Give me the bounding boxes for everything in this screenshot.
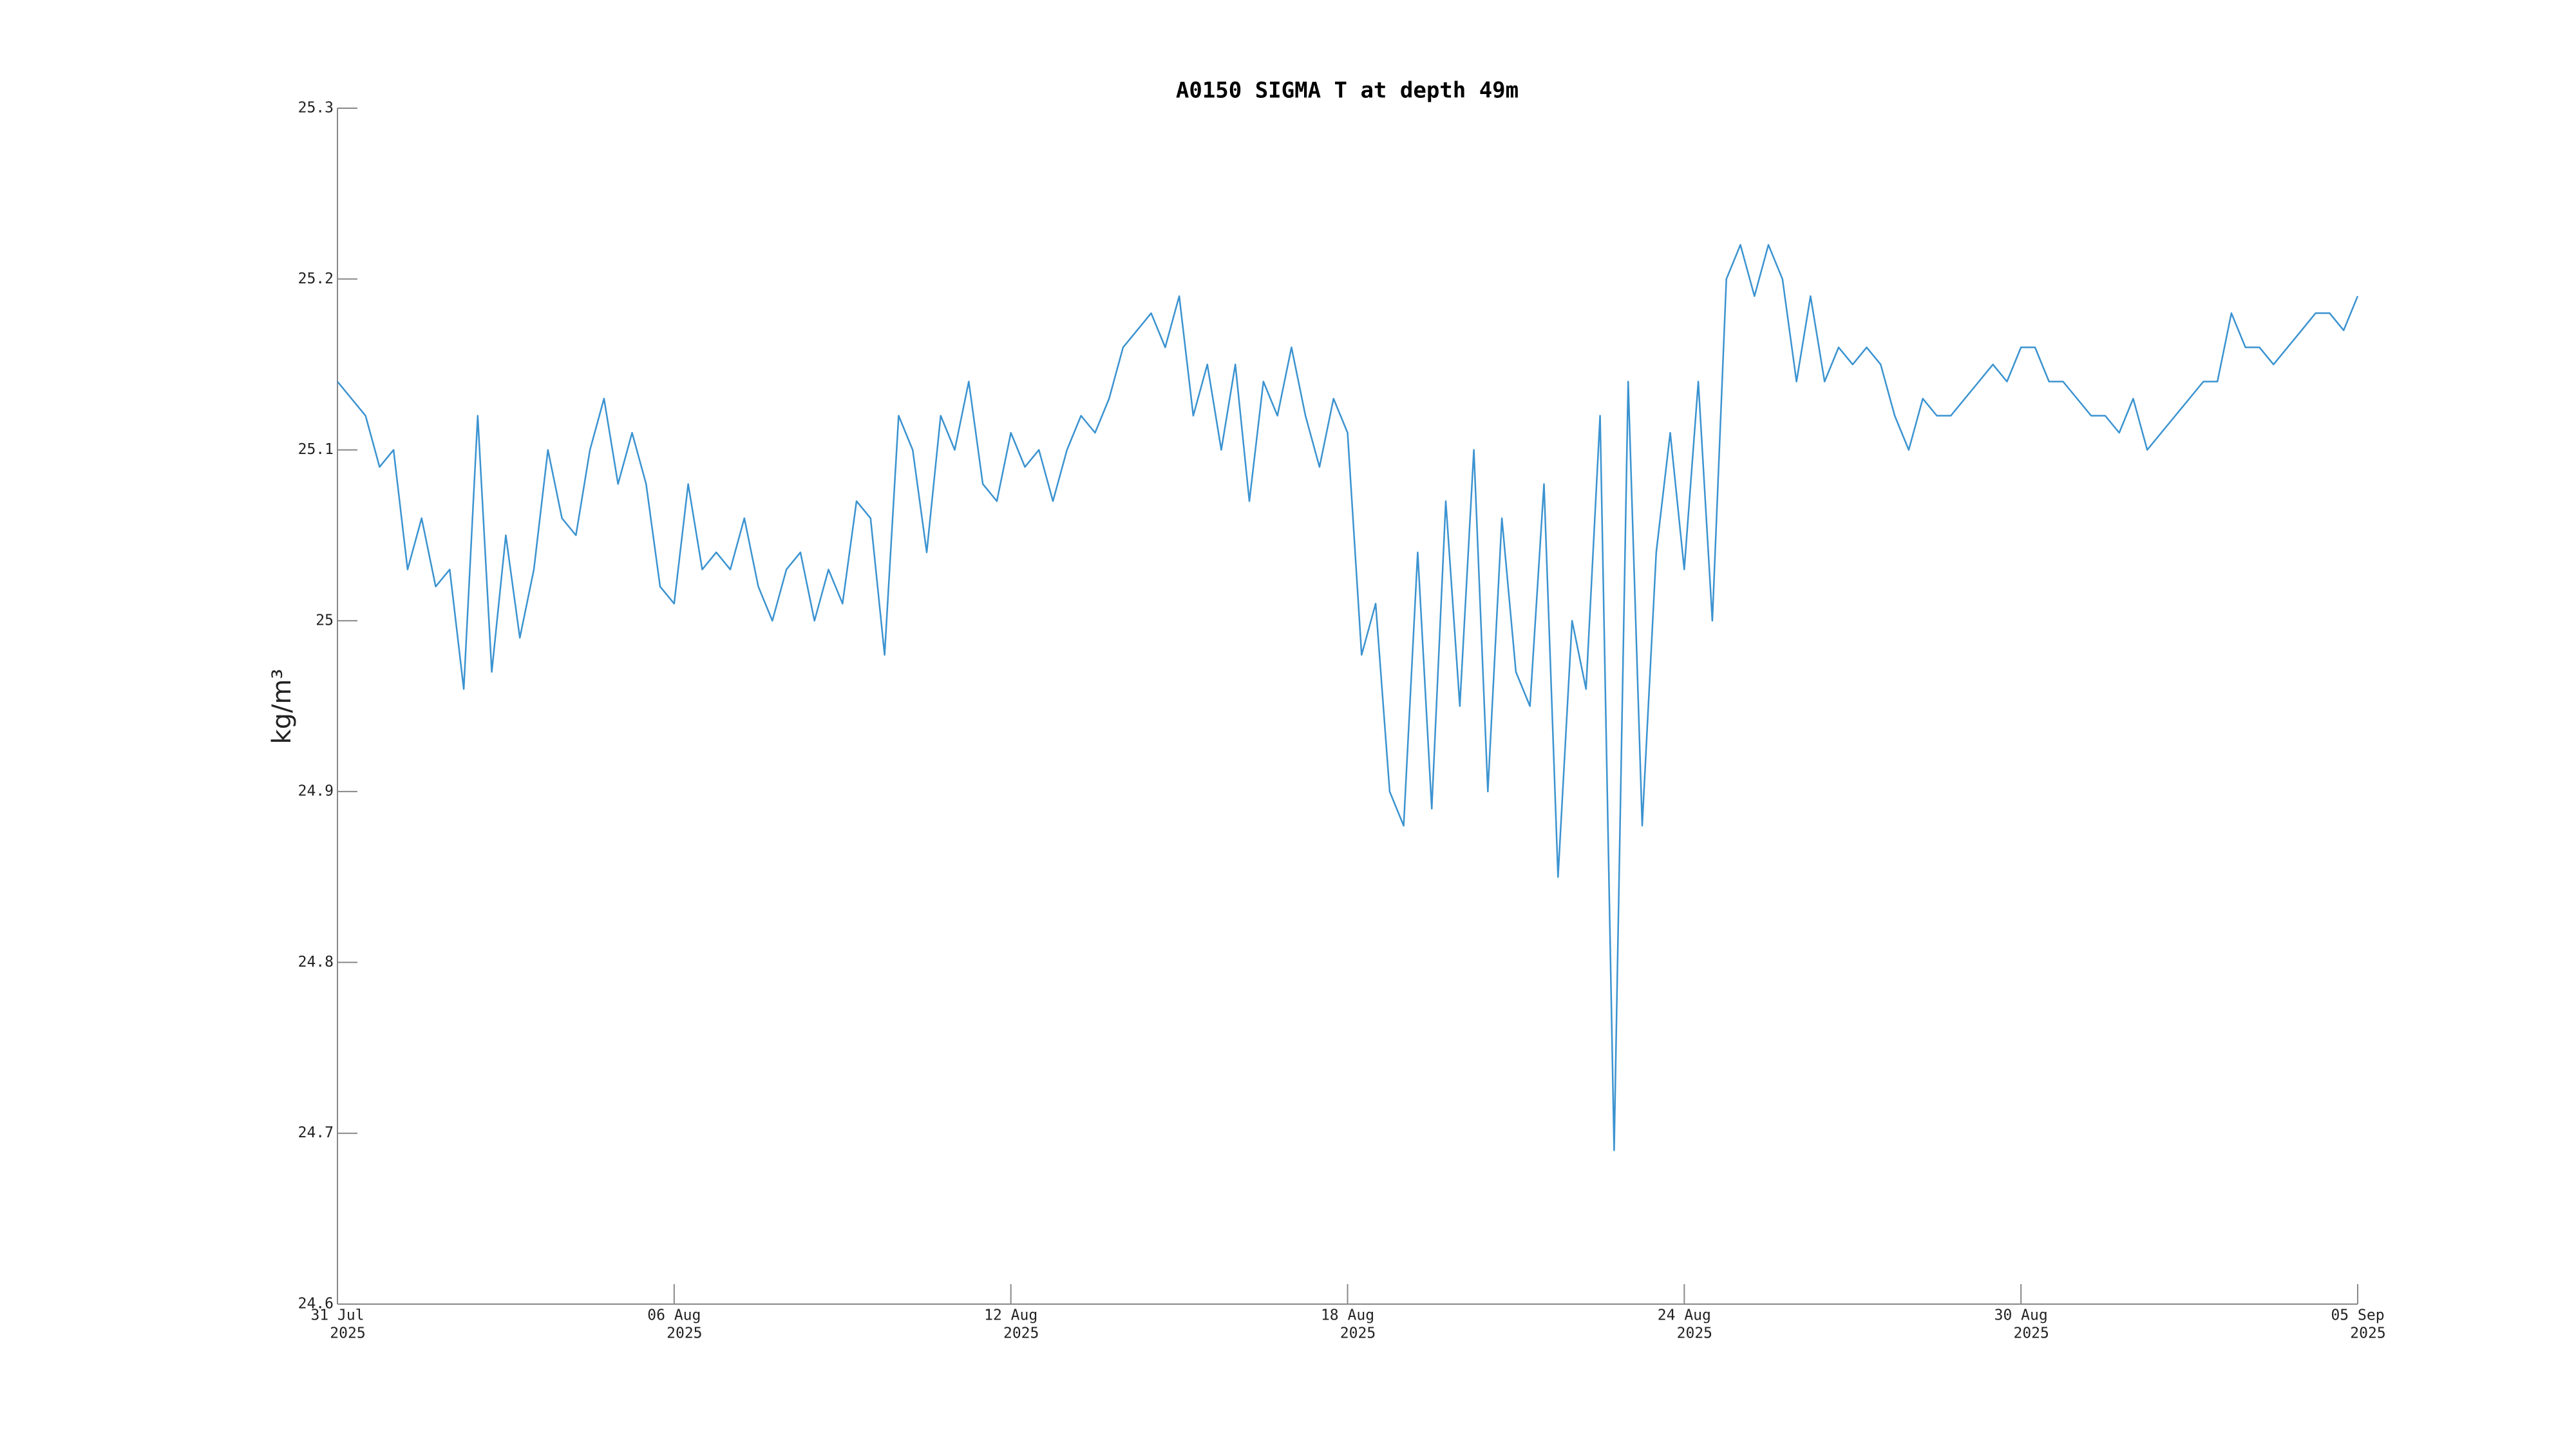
y-tick-label: 24.6 [298,1296,334,1312]
x-tick-label: 24 Aug [1658,1307,1711,1324]
y-tick-label: 24.9 [298,783,334,800]
x-tick-label: 05 Sep [2331,1307,2384,1324]
x-tick-label: 2025 [1003,1325,1039,1342]
x-tick-label: 30 Aug [1994,1307,2048,1324]
chart-title: A0150 SIGMA T at depth 49m [1176,78,1519,104]
x-tick-label: 2025 [330,1325,365,1342]
y-tick-label: 24.8 [298,954,334,971]
x-tick-label: 2025 [2350,1325,2385,1342]
x-tick-label: 06 Aug [647,1307,701,1324]
x-tick-label: 2025 [1340,1325,1376,1342]
x-tick-label: 12 Aug [984,1307,1037,1324]
x-tick-label: 2025 [1677,1325,1712,1342]
x-tick-label: 2025 [2013,1325,2049,1342]
y-tick-label: 25 [316,612,334,629]
data-line [337,243,2359,1151]
y-tick-label: 24.7 [298,1124,334,1141]
x-tick-label: 18 Aug [1321,1307,1374,1324]
x-tick-label: 2025 [667,1325,702,1342]
x-tick-label: 31 Jul [310,1307,364,1324]
y-axis-label: kg/m³ [267,668,297,744]
y-tick-label: 25.2 [298,270,334,287]
y-tick-label: 25.3 [298,100,334,117]
y-tick-label: 25.1 [298,441,334,458]
